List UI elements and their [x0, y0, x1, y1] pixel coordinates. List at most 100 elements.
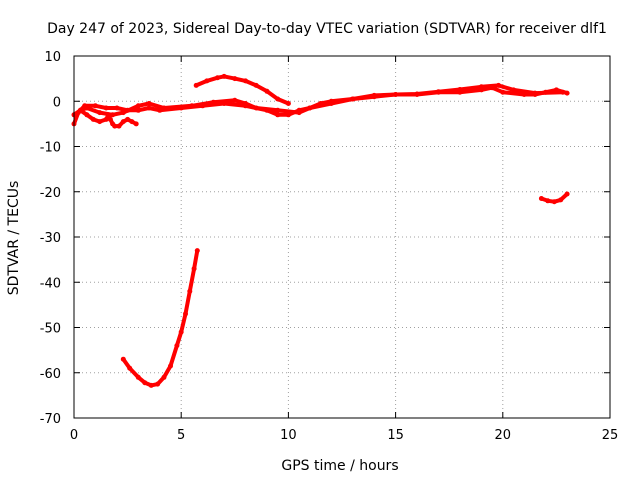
- data-point: [114, 105, 120, 111]
- series-hump-segment: [194, 74, 291, 106]
- data-point: [457, 87, 463, 92]
- data-point: [193, 82, 199, 88]
- data-point: [538, 196, 544, 201]
- data-point: [275, 107, 281, 113]
- data-point: [135, 374, 141, 380]
- data-point: [103, 116, 109, 122]
- data-point: [194, 248, 200, 254]
- data-point: [243, 101, 248, 106]
- data-point: [146, 101, 152, 106]
- data-point: [84, 112, 90, 118]
- data-point: [275, 112, 281, 118]
- data-point: [129, 119, 135, 125]
- y-tick-label: -70: [40, 412, 61, 427]
- data-point: [328, 101, 334, 106]
- data-point: [350, 96, 356, 102]
- data-point: [92, 103, 98, 109]
- y-tick-label: -30: [40, 231, 61, 246]
- data-point: [120, 110, 126, 116]
- data-point: [161, 374, 167, 380]
- data-point: [558, 197, 564, 203]
- data-point: [97, 119, 103, 125]
- y-tick-label: 0: [53, 95, 61, 110]
- x-tick-label: 5: [177, 428, 185, 443]
- data-point: [414, 91, 420, 97]
- data-point: [90, 116, 96, 122]
- tick-marks: [73, 55, 611, 419]
- data-series: [71, 73, 570, 388]
- data-point: [215, 75, 221, 81]
- data-point: [296, 110, 302, 116]
- data-point: [551, 199, 557, 205]
- data-point: [174, 343, 180, 349]
- data-point: [183, 311, 188, 317]
- data-point: [120, 356, 126, 362]
- data-point: [135, 103, 141, 109]
- data-point: [97, 110, 103, 116]
- data-point: [155, 381, 161, 387]
- data-point: [105, 112, 111, 118]
- data-point: [253, 105, 259, 111]
- data-point: [187, 288, 193, 294]
- data-point: [135, 107, 141, 113]
- data-point: [178, 329, 184, 335]
- data-point: [204, 78, 210, 84]
- y-tick-label: -10: [40, 141, 61, 156]
- data-point: [511, 87, 516, 93]
- chart-title: Day 247 of 2023, Sidereal Day-to-day VTE…: [47, 21, 607, 37]
- y-tick-label: -40: [40, 276, 61, 291]
- y-tick-label: -20: [40, 186, 61, 201]
- data-point: [275, 96, 281, 102]
- y-axis-title: SDTVAR / TECUs: [6, 181, 22, 296]
- data-point: [560, 89, 566, 95]
- x-tick-label: 0: [70, 428, 78, 443]
- data-point: [436, 89, 441, 95]
- data-point: [232, 76, 238, 82]
- data-point: [500, 89, 506, 95]
- data-point: [232, 97, 238, 103]
- data-point: [189, 103, 195, 109]
- series-dip-curve: [121, 248, 200, 388]
- data-point: [221, 73, 227, 79]
- data-point: [264, 88, 270, 94]
- y-tick-label: -60: [40, 367, 61, 382]
- data-point: [168, 363, 173, 369]
- data-point: [120, 119, 126, 125]
- data-point: [146, 105, 152, 111]
- data-point: [77, 107, 83, 113]
- data-point: [285, 101, 291, 106]
- x-tick-label: 15: [387, 428, 404, 443]
- data-point: [371, 92, 377, 98]
- data-point: [107, 116, 113, 122]
- data-point: [478, 84, 484, 90]
- data-point: [191, 266, 197, 272]
- data-point: [125, 116, 131, 122]
- x-axis-title: GPS time / hours: [281, 458, 398, 474]
- data-point: [127, 365, 133, 371]
- data-point: [133, 121, 139, 127]
- data-point: [532, 90, 538, 96]
- data-point: [243, 78, 248, 84]
- x-tick-label: 25: [602, 428, 619, 443]
- data-point: [103, 105, 109, 111]
- y-tick-label: 10: [44, 50, 61, 65]
- data-point: [142, 380, 148, 386]
- y-tick-label: -50: [40, 322, 61, 337]
- x-tick-label: 20: [495, 428, 512, 443]
- data-point: [253, 82, 259, 88]
- data-point: [84, 105, 90, 111]
- data-point: [110, 112, 116, 118]
- x-tick-label: 10: [280, 428, 297, 443]
- data-point: [112, 123, 118, 129]
- data-point: [161, 105, 167, 111]
- data-point: [148, 382, 154, 388]
- data-point: [210, 99, 216, 105]
- data-point: [393, 92, 399, 97]
- data-point: [545, 198, 551, 204]
- data-point: [496, 82, 501, 88]
- data-point: [564, 191, 570, 197]
- data-point: [564, 90, 570, 96]
- data-point: [307, 105, 313, 111]
- data-point: [116, 123, 122, 129]
